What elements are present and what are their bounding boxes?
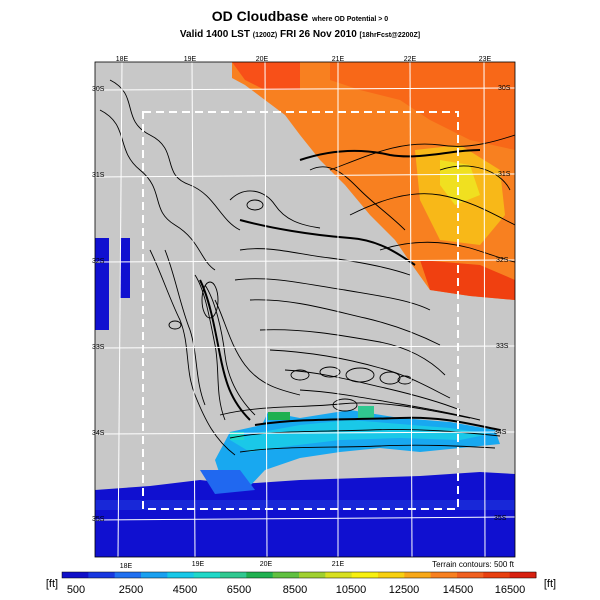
lon-label: 19E <box>184 56 197 63</box>
lat-label: 31S <box>92 172 105 179</box>
high-cloudbase-edge <box>420 260 515 300</box>
lon-labels: 18E 19E 20E 21E 22E 23E 18E 19E 20E 21E <box>116 56 492 570</box>
lon-label: 18E <box>116 56 129 63</box>
ocean-area <box>95 472 515 557</box>
title-block: OD Cloudbase where OD Potential > 0 Vali… <box>0 8 600 42</box>
cloudbase-blue-patch <box>200 470 255 494</box>
legend-color-cell <box>88 572 116 578</box>
legend-color-cell <box>141 572 168 578</box>
lat-label: 33S <box>92 344 105 351</box>
legend-tick-label: 14500 <box>443 584 474 596</box>
lat-label: 30S <box>498 85 511 92</box>
lat-label: 33S <box>496 343 509 350</box>
lon-label: 22E <box>404 56 417 63</box>
cloudbase-teal-patch <box>230 432 244 440</box>
legend-unit-right: [ft] <box>544 578 556 590</box>
cloudbase-band-cyan <box>230 420 490 452</box>
legend-color-cell <box>430 572 458 578</box>
legend-color-cell <box>62 572 89 578</box>
legend-color-cell <box>404 572 432 578</box>
color-legend: [ft] [ft] 500 2500 4500 6500 8500 10500 … <box>46 571 556 596</box>
map-title: OD Cloudbase <box>211 8 309 24</box>
legend-color-cell <box>351 572 379 578</box>
lat-label: 30S <box>92 86 105 93</box>
map-frame <box>94 61 516 558</box>
lon-label: 21E <box>332 561 345 568</box>
legend-cells <box>62 572 537 578</box>
lon-label: 20E <box>260 561 273 568</box>
ocean-band <box>95 500 515 510</box>
legend-color-cell <box>457 572 484 578</box>
legend-tick-label: 12500 <box>389 584 420 596</box>
legend-color-cell <box>220 572 247 578</box>
legend-color-cell <box>246 572 274 578</box>
inner-domain-box <box>142 111 459 510</box>
legend-color-cell <box>509 572 537 578</box>
legend-tick-label: 500 <box>67 584 85 596</box>
forecast-info: [18hrFcst@2200Z] <box>359 32 421 39</box>
valid-time: Valid 1400 LST <box>179 29 250 40</box>
valid-date: FRI 26 Nov 2010 <box>280 29 357 40</box>
legend-color-cell <box>193 572 221 578</box>
graticule <box>95 62 515 557</box>
lon-label: 19E <box>192 561 205 568</box>
lat-labels: 30S 31S 32S 33S 34S 35S 30S 31S 32S 33S … <box>92 85 511 523</box>
legend-labels: [ft] [ft] 500 2500 4500 6500 8500 10500 … <box>46 578 556 596</box>
lat-label: 32S <box>92 258 105 265</box>
terrain-contour-note: Terrain contours: 500 ft <box>432 560 515 569</box>
west-ocean-strip-2 <box>120 238 130 298</box>
lat-label: 35S <box>494 515 507 522</box>
legend-tick-label: 16500 <box>495 584 526 596</box>
lon-label: 23E <box>479 56 492 63</box>
legend-color-cell <box>483 572 511 578</box>
cloudbase-green-patch-2 <box>358 406 374 418</box>
valid-utc: (1200Z) <box>252 32 278 39</box>
high-cloudbase-yellow-core <box>440 160 480 205</box>
legend-unit-left: [ft] <box>46 578 58 590</box>
lat-label: 35S <box>92 516 105 523</box>
legend-tick-label: 8500 <box>283 584 307 596</box>
legend-tick-label: 10500 <box>336 584 367 596</box>
map-title-suffix: where OD Potential > 0 <box>312 16 389 23</box>
legend-tick-label: 4500 <box>173 584 197 596</box>
lon-label: 20E <box>256 56 269 63</box>
terrain-contours-bold <box>199 149 501 431</box>
legend-color-cell <box>325 572 353 578</box>
west-ocean-strip <box>95 238 109 330</box>
legend-tick-label: 6500 <box>227 584 251 596</box>
cloudbase-green-patch <box>268 412 290 420</box>
high-cloudbase-core <box>330 62 515 150</box>
legend-color-cell <box>299 572 326 578</box>
lat-label: 32S <box>496 257 509 264</box>
lat-label: 31S <box>498 171 511 178</box>
lat-label: 34S <box>92 430 105 437</box>
legend-tick-label: 2500 <box>119 584 143 596</box>
lon-label: 21E <box>332 56 345 63</box>
lat-label: 34S <box>494 429 507 436</box>
legend-color-cell <box>378 572 405 578</box>
legend-outline <box>61 571 537 579</box>
legend-color-cell <box>167 572 195 578</box>
legend-color-cell <box>114 572 142 578</box>
high-cloudbase-red <box>232 62 300 90</box>
lon-label: 18E <box>120 563 133 570</box>
legend-color-cell <box>272 572 300 578</box>
